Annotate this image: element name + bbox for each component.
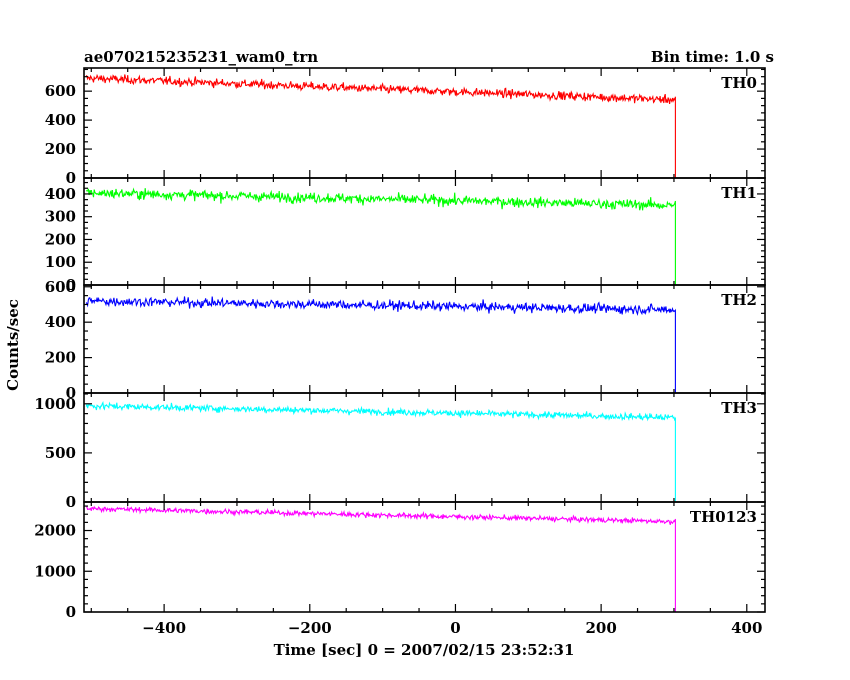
series-line-th0 — [85, 73, 763, 179]
y-tick-label: 600 — [45, 278, 76, 296]
panel-label: TH3 — [721, 399, 757, 417]
y-tick-label: 400 — [45, 185, 76, 203]
y-tick-label: 0 — [66, 493, 76, 511]
x-tick-label: 200 — [585, 619, 616, 637]
chart-title: ae070215235231_wam0_trn — [84, 48, 318, 66]
y-tick-label: 200 — [45, 230, 76, 248]
y-axis-label: Counts/sec — [4, 299, 22, 391]
y-tick-label: 0 — [66, 276, 76, 294]
y-tick-label: 2000 — [34, 522, 76, 540]
y-tick-label: 0 — [66, 169, 76, 187]
y-tick-label: 1000 — [34, 395, 76, 413]
y-tick-label: 0 — [66, 384, 76, 402]
panels-group: 0 200 400 600 TH0 0 100 200 300 400 TH1 0 200 400 600 T… — [34, 67, 766, 637]
panel-frame — [83, 501, 766, 613]
x-tick-label: −200 — [288, 619, 332, 637]
y-tick-label: 300 — [45, 208, 76, 226]
panel-frame — [83, 67, 766, 179]
y-tick-label: 400 — [45, 313, 76, 331]
series-line-th1 — [85, 187, 763, 286]
panel-label: TH1 — [721, 184, 757, 202]
panel-th0: 0 200 400 600 TH0 — [45, 67, 766, 187]
y-tick-label: 200 — [45, 349, 76, 367]
y-tick-label: 600 — [45, 82, 76, 100]
series-line-th2 — [85, 296, 763, 394]
panel-th1: 0 100 200 300 400 TH1 — [45, 177, 766, 294]
panel-label: TH0123 — [690, 508, 757, 526]
panel-label: TH0 — [721, 74, 757, 92]
x-tick-label: −400 — [142, 619, 186, 637]
y-tick-label: 400 — [45, 111, 76, 129]
x-axis-label: Time [sec] 0 = 2007/02/15 23:52:31 — [274, 641, 575, 659]
series-line-th0123 — [86, 505, 763, 613]
x-tick-label: 0 — [450, 619, 460, 637]
y-tick-label: 100 — [45, 253, 76, 271]
y-tick-label: 1000 — [34, 562, 76, 580]
panel-th3: 0 500 1000 TH3 — [34, 392, 766, 511]
panel-th2: 0 200 400 600 TH2 — [45, 278, 766, 402]
bin-time-label: Bin time: 1.0 s — [651, 48, 774, 66]
panel-frame — [83, 284, 766, 394]
y-tick-label: 0 — [66, 603, 76, 621]
y-tick-label: 500 — [45, 444, 76, 462]
x-tick-label: 400 — [731, 619, 762, 637]
y-tick-label: 200 — [45, 140, 76, 158]
panel-th0123: 0 1000 2000 TH0123 — [34, 501, 766, 621]
panel-label: TH2 — [721, 291, 757, 309]
series-line-th3 — [85, 400, 763, 503]
